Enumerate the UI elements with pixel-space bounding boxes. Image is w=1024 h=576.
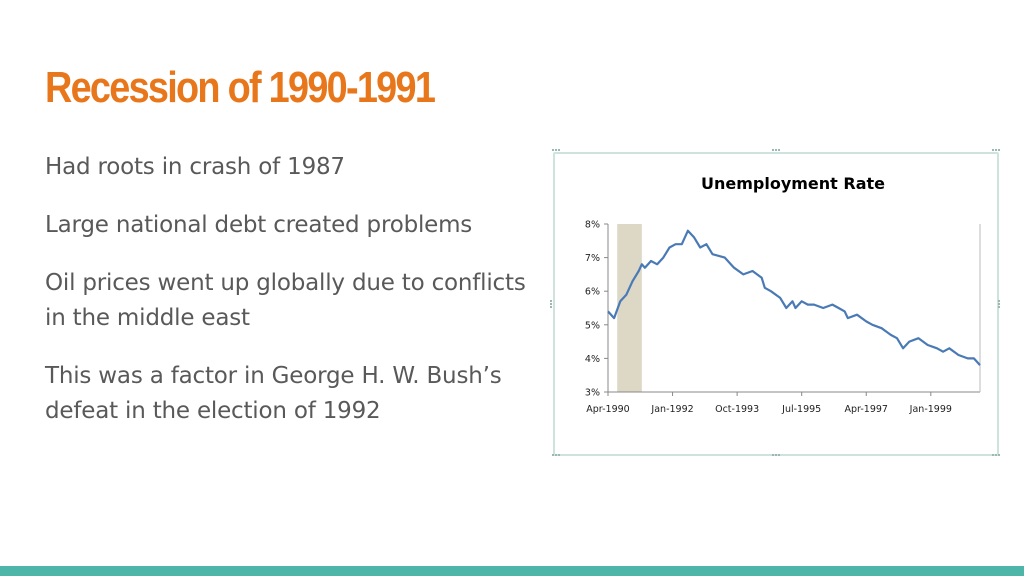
slide-title: Recession of 1990-1991	[45, 63, 436, 112]
bullet-item: Had roots in crash of 1987	[45, 154, 345, 180]
x-tick-label: Apr-1997	[845, 404, 888, 415]
resize-handle-corner-tl[interactable]	[552, 149, 560, 155]
recession-shade	[617, 224, 642, 392]
bullet-list: Had roots in crash of 1987 Large nationa…	[45, 150, 535, 452]
x-tick-label: Jul-1995	[781, 404, 821, 415]
x-tick-label: Apr-1990	[586, 404, 629, 415]
x-tick-label: Oct-1993	[715, 404, 759, 415]
resize-handle-right[interactable]	[998, 300, 1004, 308]
y-tick-label: 8%	[585, 220, 600, 231]
resize-handle-top[interactable]	[772, 149, 780, 155]
y-tick-label: 3%	[585, 388, 600, 399]
resize-handle-corner-bl[interactable]	[552, 454, 560, 460]
y-tick-label: 5%	[585, 320, 600, 331]
y-tick-label: 7%	[585, 253, 600, 264]
series-line	[607, 229, 981, 366]
resize-handle-bottom[interactable]	[772, 454, 780, 460]
bullet-item: Oil prices went up globally due to confl…	[45, 270, 526, 331]
resize-handle-corner-br[interactable]	[992, 454, 1000, 460]
chart-image-frame[interactable]: Unemployment Rate 3% 4% 5% 6% 7% 8% Apr-1990 Ja…	[553, 152, 999, 456]
bullet-item: This was a factor in George H. W. Bush’s…	[45, 363, 502, 424]
x-tick-label: Jan-1999	[909, 404, 952, 415]
y-tick-label: 4%	[585, 354, 600, 365]
x-tick-label: Jan-1992	[650, 404, 693, 415]
y-tick-label: 6%	[585, 287, 600, 298]
resize-handle-left[interactable]	[550, 300, 556, 308]
bullet-item: Large national debt created problems	[45, 212, 473, 238]
unemployment-chart: Unemployment Rate 3% 4% 5% 6% 7% 8% Apr-1990 Ja…	[585, 174, 981, 415]
resize-handle-corner-tr[interactable]	[992, 149, 1000, 155]
chart-title: Unemployment Rate	[701, 174, 885, 193]
accent-bar	[0, 566, 1024, 576]
